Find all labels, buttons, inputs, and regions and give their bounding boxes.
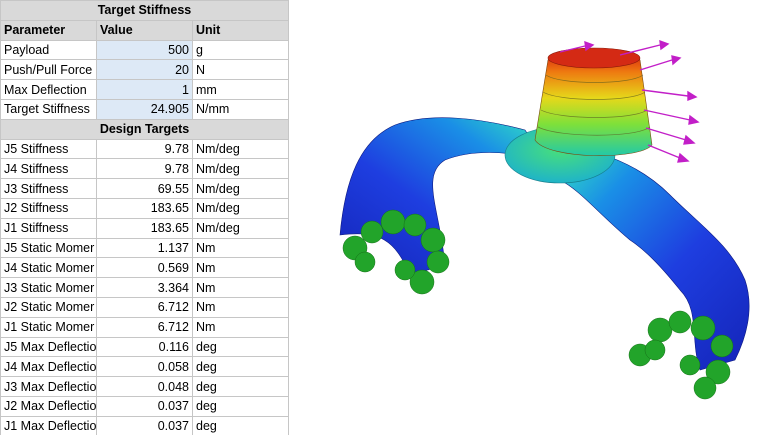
unit-cell[interactable]: Nm/deg: [192, 138, 289, 160]
value-cell[interactable]: 0.048: [96, 376, 193, 397]
value-cell[interactable]: 0.058: [96, 356, 193, 378]
parameter-cell[interactable]: J2 Static Momer: [0, 296, 97, 318]
target-row: J3 Max Deflectio 0.048 deg: [0, 376, 289, 397]
target-row: J2 Static Momer 6.712 Nm: [0, 296, 289, 318]
unit-cell[interactable]: Nm: [192, 257, 289, 279]
value-cell[interactable]: 69.55: [96, 178, 193, 199]
target-row: J4 Stiffness 9.78 Nm/deg: [0, 158, 289, 180]
parameter-cell[interactable]: J1 Stiffness: [0, 217, 97, 239]
unit-cell[interactable]: Nm/deg: [192, 158, 289, 180]
sheet-title[interactable]: Target Stiffness: [0, 0, 289, 21]
header-row: Parameter Value Unit: [0, 19, 289, 41]
unit-cell[interactable]: deg: [192, 376, 289, 397]
target-row: J5 Static Momer 1.137 Nm: [0, 237, 289, 259]
unit-cell[interactable]: deg: [192, 336, 289, 358]
parameter-cell[interactable]: J2 Max Deflectio: [0, 395, 97, 417]
fixed-support-icon[interactable]: [342, 209, 734, 400]
unit-cell[interactable]: Nm: [192, 277, 289, 298]
target-row: J5 Stiffness 9.78 Nm/deg: [0, 138, 289, 160]
parameter-cell[interactable]: J5 Max Deflectio: [0, 336, 97, 358]
unit-cell[interactable]: Nm/deg: [192, 217, 289, 239]
parameter-cell[interactable]: Push/Pull Force: [0, 59, 97, 81]
target-row: J4 Static Momer 0.569 Nm: [0, 257, 289, 279]
target-row: J3 Static Momer 3.364 Nm: [0, 277, 289, 298]
parameter-cell[interactable]: Max Deflection: [0, 79, 97, 100]
unit-cell[interactable]: deg: [192, 415, 289, 435]
unit-cell[interactable]: Nm: [192, 237, 289, 259]
parameter-cell[interactable]: J3 Max Deflectio: [0, 376, 97, 397]
title-row: Target Stiffness: [0, 0, 289, 21]
unit-cell[interactable]: Nm: [192, 316, 289, 338]
value-cell[interactable]: 1: [96, 79, 193, 100]
parameter-cell[interactable]: J1 Max Deflectio: [0, 415, 97, 435]
value-cell[interactable]: 0.569: [96, 257, 193, 279]
header-parameter[interactable]: Parameter: [0, 19, 97, 41]
parameter-cell[interactable]: Target Stiffness: [0, 98, 97, 120]
stiffness-spreadsheet: Target Stiffness Parameter Value Unit Pa…: [0, 0, 289, 435]
value-cell[interactable]: 9.78: [96, 138, 193, 160]
cylinder-top-face: [547, 47, 641, 69]
value-cell[interactable]: 24.905: [96, 98, 193, 120]
target-row: J1 Max Deflectio 0.037 deg: [0, 415, 289, 435]
value-cell[interactable]: 6.712: [96, 316, 193, 338]
unit-cell[interactable]: g: [192, 39, 289, 61]
parameter-cell[interactable]: J5 Static Momer: [0, 237, 97, 259]
unit-cell[interactable]: mm: [192, 79, 289, 100]
unit-cell[interactable]: N/mm: [192, 98, 289, 120]
parameter-cell[interactable]: J1 Static Momer: [0, 316, 97, 338]
target-row: J5 Max Deflectio 0.116 deg: [0, 336, 289, 358]
value-cell[interactable]: 183.65: [96, 217, 193, 239]
target-row: J3 Stiffness 69.55 Nm/deg: [0, 178, 289, 199]
fea-result-view[interactable]: [300, 30, 770, 410]
unit-cell[interactable]: Nm: [192, 296, 289, 318]
parameter-cell[interactable]: J2 Stiffness: [0, 197, 97, 219]
value-cell[interactable]: 9.78: [96, 158, 193, 180]
parameter-cell[interactable]: Payload: [0, 39, 97, 61]
target-row: J2 Max Deflectio 0.037 deg: [0, 395, 289, 417]
unit-cell[interactable]: deg: [192, 395, 289, 417]
target-row: J1 Stiffness 183.65 Nm/deg: [0, 217, 289, 239]
unit-cell[interactable]: N: [192, 59, 289, 81]
value-cell[interactable]: 500: [96, 39, 193, 61]
parameter-cell[interactable]: J4 Max Deflectio: [0, 356, 97, 378]
input-row: Max Deflection 1 mm: [0, 79, 289, 100]
target-row: J4 Max Deflectio 0.058 deg: [0, 356, 289, 378]
parameter-cell[interactable]: J3 Static Momer: [0, 277, 97, 298]
cylinder-ribs: [537, 74, 651, 136]
value-cell[interactable]: 1.137: [96, 237, 193, 259]
value-cell[interactable]: 0.037: [96, 395, 193, 417]
value-cell[interactable]: 3.364: [96, 277, 193, 298]
header-unit[interactable]: Unit: [192, 19, 289, 41]
input-row: Push/Pull Force 20 N: [0, 59, 289, 81]
value-cell[interactable]: 0.037: [96, 415, 193, 435]
right-arm: [559, 144, 750, 371]
load-arrow-icon[interactable]: [559, 39, 700, 163]
value-cell[interactable]: 0.116: [96, 336, 193, 358]
unit-cell[interactable]: deg: [192, 356, 289, 378]
value-cell[interactable]: 6.712: [96, 296, 193, 318]
parameter-cell[interactable]: J3 Stiffness: [0, 178, 97, 199]
input-row: Payload 500 g: [0, 39, 289, 61]
unit-cell[interactable]: Nm/deg: [192, 178, 289, 199]
parameter-cell[interactable]: J4 Static Momer: [0, 257, 97, 279]
value-cell[interactable]: 20: [96, 59, 193, 81]
value-cell[interactable]: 183.65: [96, 197, 193, 219]
section-row: Design Targets: [0, 118, 289, 140]
parameter-cell[interactable]: J4 Stiffness: [0, 158, 97, 180]
input-row: Target Stiffness 24.905 N/mm: [0, 98, 289, 120]
target-row: J2 Stiffness 183.65 Nm/deg: [0, 197, 289, 219]
target-row: J1 Static Momer 6.712 Nm: [0, 316, 289, 338]
section-title[interactable]: Design Targets: [0, 118, 289, 140]
parameter-cell[interactable]: J5 Stiffness: [0, 138, 97, 160]
unit-cell[interactable]: Nm/deg: [192, 197, 289, 219]
header-value[interactable]: Value: [96, 19, 193, 41]
